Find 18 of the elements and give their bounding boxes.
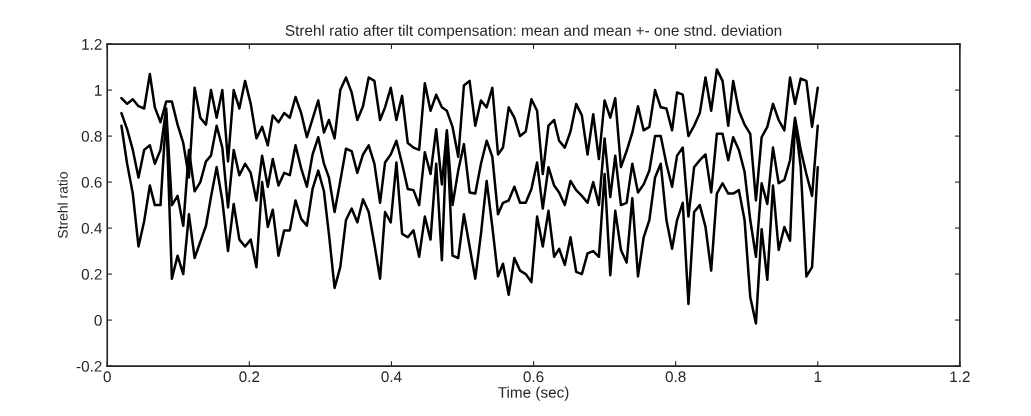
y-axis-title: Strehl ratio — [57, 172, 68, 239]
x-tick-label: 0 — [103, 371, 111, 383]
x-axis-title: Time (sec) — [498, 386, 569, 401]
y-tick-label: 1 — [95, 85, 102, 96]
y-tick-label: 0.2 — [81, 268, 102, 280]
y-tick-label: 0.8 — [81, 130, 102, 142]
y-tick-label: -0.2 — [76, 360, 102, 372]
y-tick-label: 0 — [94, 314, 102, 326]
x-tick-label: 0.6 — [523, 371, 544, 383]
y-tick-label: 0.4 — [81, 222, 102, 234]
x-tick-label: 0.8 — [665, 371, 686, 383]
x-tick-label: 0.2 — [239, 371, 260, 383]
x-tick-label: 1.2 — [950, 371, 970, 383]
chart-title: Strehl ratio after tilt compensation: mean and mean +- one stnd. deviation — [285, 24, 782, 39]
x-tick-label: 1 — [814, 371, 822, 383]
y-tick-label: 0.6 — [81, 176, 102, 188]
y-tick-label: 1.2 — [82, 38, 102, 50]
x-tick-label: 0.4 — [381, 371, 402, 383]
